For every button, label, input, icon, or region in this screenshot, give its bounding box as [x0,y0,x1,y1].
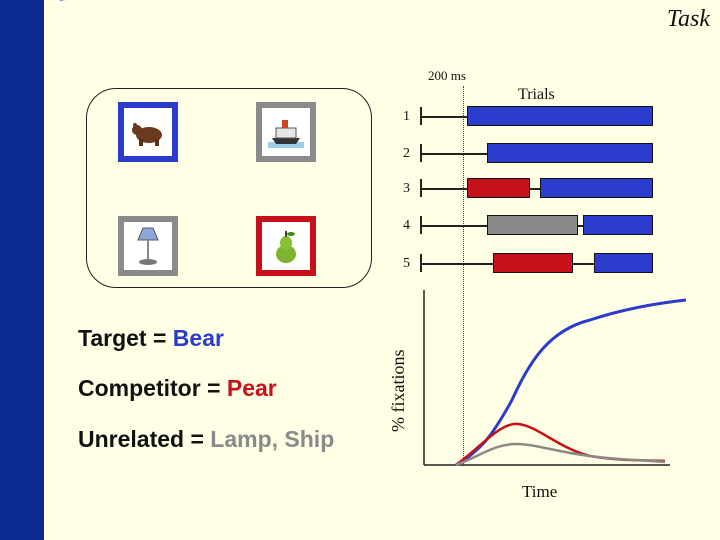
lamp-card [118,216,178,276]
competitor-bar [493,253,573,273]
trial-number: 1 [403,109,410,124]
trial-number: 2 [403,146,410,161]
slide-title: Task [666,6,710,32]
legend-competitor: Competitor = Pear [78,375,277,402]
target-bar [467,106,653,126]
ship-card [256,102,316,162]
competitor-bar [467,178,530,198]
trial-number: 5 [403,256,410,271]
legend-target: Target = Bear [78,325,224,352]
lamp-icon [137,227,159,265]
x-axis-label: Time [522,482,558,501]
legend-unrelated-value: Lamp, Ship [210,426,335,452]
fixation-plot [423,290,687,467]
legend-competitor-value: Pear [226,375,277,401]
timing-label: 200 ms [428,68,466,83]
target-bar [487,143,653,163]
legend-target-label: Target = [78,325,173,351]
target-bar [594,253,653,273]
unrelated-bar [487,215,578,235]
header-curve [44,0,720,44]
legend-unrelated: Unrelated = Lamp, Ship [78,426,334,453]
y-axis-label: % fixations [388,349,408,433]
onset-dotted-line [463,86,464,466]
left-sidebar-band [0,0,44,540]
target-curve [455,298,687,467]
bear-card [118,102,178,162]
legend-unrelated-label: Unrelated = [78,426,211,452]
sidebar-notch [44,0,60,540]
trial-timeline [421,116,467,118]
unrelated-curve [455,442,666,467]
legend-target-value: Bear [172,325,224,351]
pear-icon [276,231,296,263]
trial-timeline [421,153,487,155]
ship-icon [268,120,304,148]
pear-card [256,216,316,276]
bear-icon [132,123,162,146]
trial-number: 4 [403,218,410,233]
trials-label: Trials [518,86,555,103]
legend-competitor-label: Competitor = [78,375,227,401]
trial-timeline [421,188,653,190]
target-bar [540,178,653,198]
target-bar [583,215,653,235]
trial-number: 3 [403,181,410,196]
